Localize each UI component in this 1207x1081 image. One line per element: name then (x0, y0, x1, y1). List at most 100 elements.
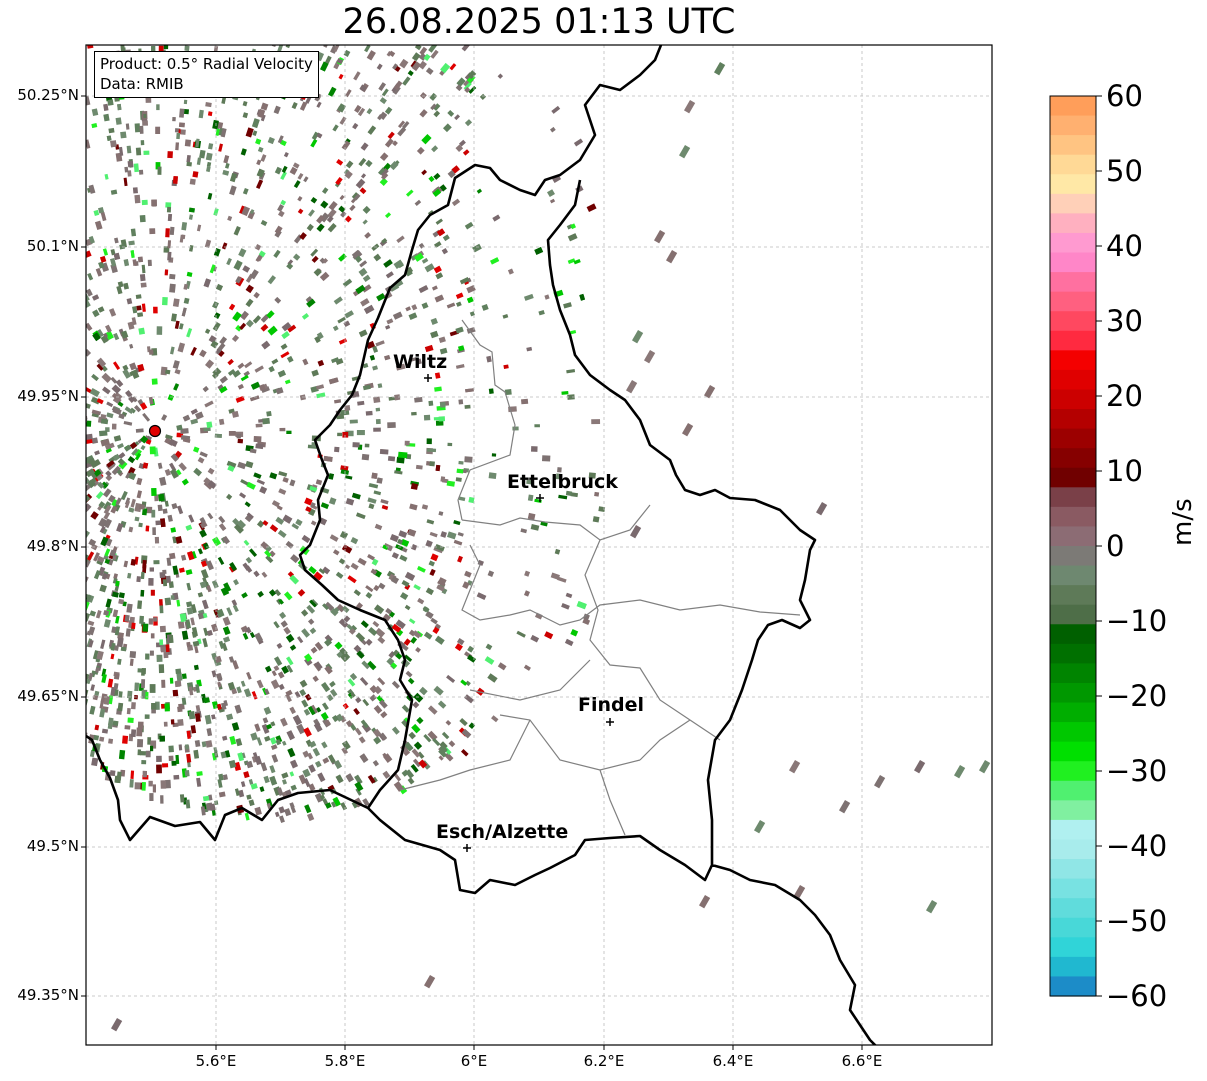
radar-echo-pixel (291, 523, 300, 530)
colorbar-tick-label: −60 (1106, 979, 1168, 1013)
radar-echo-pixel (133, 163, 139, 173)
radar-echo-pixel (286, 730, 296, 741)
radar-echo-pixel (293, 253, 301, 261)
radar-echo-pixel (246, 512, 254, 520)
radar-echo-pixel (297, 589, 306, 597)
radar-echo-pixel (404, 440, 410, 446)
radar-echo-pixel (94, 220, 103, 230)
radar-echo-pixel (237, 752, 245, 762)
radar-echo-pixel (360, 142, 369, 151)
radar-echo-pixel (303, 727, 312, 738)
radar-echo-pixel (159, 625, 166, 633)
radar-echo-pixel (435, 420, 444, 426)
radar-echo-pixel (131, 622, 136, 629)
radar-echo-pixel (381, 88, 389, 97)
radar-echo-pixel (439, 347, 448, 355)
radar-echo-pixel (188, 686, 194, 696)
radar-echo-pixel (93, 570, 101, 580)
radar-echo-pixel (244, 361, 253, 369)
radar-echo-pixel (381, 237, 388, 244)
colorbar-swatch (1050, 937, 1096, 958)
radar-echo-pixel (308, 740, 317, 748)
radar-echo-pixel (397, 126, 407, 137)
radar-echo-pixel (228, 656, 235, 663)
radar-echo-pixel (251, 118, 260, 129)
radar-echo-pixel (301, 534, 311, 544)
radar-echo-pixel (416, 565, 426, 573)
radar-echo-pixel (465, 388, 474, 393)
radar-echo-pixel (407, 70, 414, 77)
radar-echo-pixel (88, 184, 96, 194)
radar-echo-pixel (136, 305, 142, 311)
radar-echo-pixel (632, 330, 644, 344)
radar-echo-pixel (339, 116, 347, 125)
radar-echo-pixel (103, 511, 111, 520)
canton-boundaries (399, 319, 801, 836)
radar-echo-pixel (433, 685, 444, 696)
colorbar-swatch (1050, 956, 1096, 978)
radar-echo-pixel (218, 515, 226, 524)
radar-echo-pixel (101, 728, 109, 734)
colorbar-swatch (1050, 800, 1096, 821)
radar-echo-pixel (128, 697, 132, 702)
radar-echo-pixel (377, 383, 383, 389)
radar-echo-pixel (303, 653, 313, 662)
radar-echo-pixel (158, 493, 165, 502)
radar-echo-pixel (391, 726, 400, 735)
radar-echo-pixel (286, 656, 294, 666)
radar-echo-pixel (347, 678, 356, 687)
radar-echo-pixel (176, 469, 182, 476)
radar-echo-pixel (431, 285, 438, 291)
radar-echo-pixel (425, 610, 434, 619)
radar-echo-pixel (305, 296, 313, 303)
radar-echo-pixel (429, 568, 436, 577)
colorbar-swatch (1050, 409, 1096, 430)
radar-echo-pixel (107, 678, 114, 688)
radar-echo-pixel (148, 618, 153, 625)
radar-echo-pixel (212, 301, 219, 309)
radar-echo-pixel (401, 579, 410, 588)
radar-echo-pixel (108, 308, 117, 317)
radar-echo-pixel (245, 284, 254, 294)
radar-echo-pixel (172, 117, 176, 122)
radar-echo-pixel (223, 582, 232, 593)
radar-echo-pixel (250, 783, 258, 790)
radar-echo-pixel (322, 757, 330, 764)
radar-echo-pixel (372, 345, 379, 353)
radar-echo-pixel (316, 101, 322, 108)
radar-echo-pixel (295, 518, 303, 526)
radar-echo-pixel (110, 189, 118, 195)
radar-echo-pixel (304, 497, 313, 506)
radar-echo-pixel (698, 894, 711, 909)
radar-echo-pixel (359, 260, 368, 268)
radar-echo-pixel (456, 468, 464, 474)
radar-echo-pixel (279, 815, 285, 823)
radar-echo-pixel (267, 136, 275, 145)
radar-echo-pixel (481, 303, 489, 311)
radar-echo-pixel (274, 166, 282, 175)
radar-echo-pixel (261, 340, 271, 350)
radar-echo-pixel (434, 241, 442, 248)
radar-echo-pixel (345, 773, 354, 783)
radar-echo-pixel (626, 380, 638, 394)
radar-echo-pixel (136, 477, 143, 486)
radar-echo-pixel (220, 128, 227, 138)
radar-echo-pixel (413, 692, 424, 703)
radar-echo-pixel (86, 698, 89, 708)
radar-echo-pixel (328, 473, 335, 480)
radar-echo-pixel (187, 761, 191, 768)
radar-echo-pixel (263, 706, 272, 715)
radar-echo-pixel (86, 288, 93, 297)
radar-echo-pixel (202, 795, 210, 802)
colorbar (1050, 96, 1096, 997)
radar-echo-pixel (476, 188, 483, 194)
radar-echo-pixel (239, 492, 246, 499)
radar-echo-pixel (94, 450, 101, 456)
radar-echo-pixel (362, 798, 370, 807)
radar-echo-pixel (253, 292, 260, 299)
radar-echo-pixel (196, 771, 203, 777)
radar-echo-pixel (347, 575, 357, 584)
radar-echo-pixel (117, 103, 122, 111)
radar-echo-pixel (240, 781, 246, 788)
radar-echo-pixel (175, 668, 182, 675)
